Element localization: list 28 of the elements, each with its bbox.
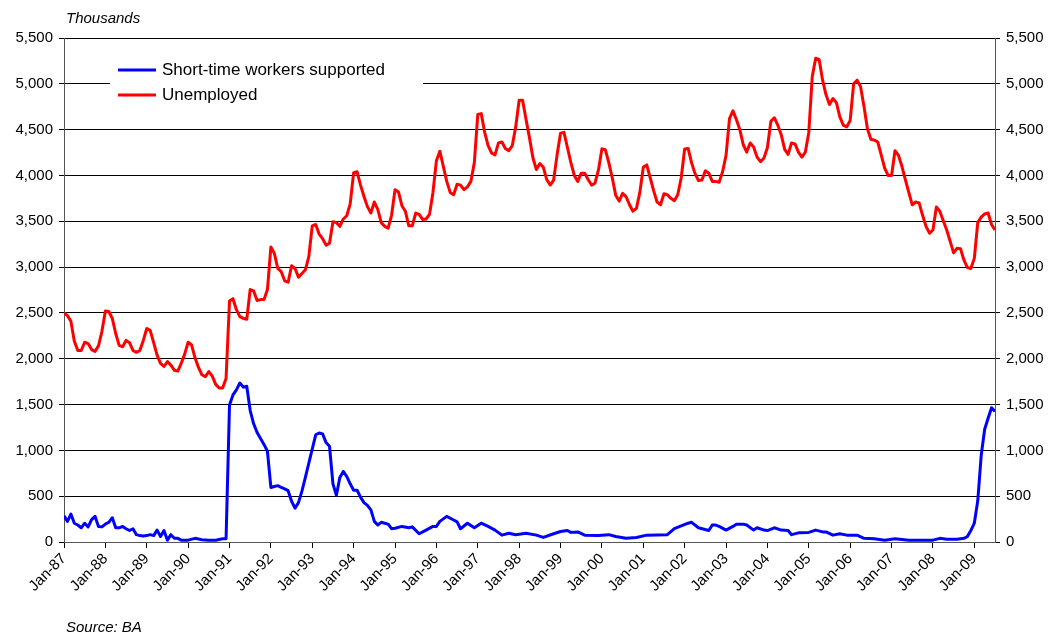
y-tick-label: 1,500 [15,394,53,412]
legend-label: Unemployed [162,84,258,104]
y-tick-label: 3,500 [15,211,53,229]
y-tick-label: 4,000 [15,165,53,183]
y2-tick-label: 2,000 [1006,348,1044,366]
y-tick-label: 4,500 [15,119,53,137]
y2-tick-label: 5,000 [1006,73,1044,91]
legend-label: Short-time workers supported [162,59,385,79]
y2-tick-label: 4,500 [1006,119,1044,137]
y-tick-label: 5,500 [15,28,53,46]
y2-tick-label: 2,500 [1006,303,1044,321]
y-tick-label: 1,000 [15,440,53,458]
y2-tick-label: 1,000 [1006,440,1044,458]
y2-tick-label: 5,500 [1006,28,1044,46]
y-axis-title: Thousands [66,9,141,26]
y-tick-label: 500 [27,486,53,504]
y2-tick-label: 0 [1006,532,1015,550]
y-tick-label: 2,000 [15,348,53,366]
y2-tick-label: 1,500 [1006,394,1044,412]
y-tick-label: 0 [44,532,53,550]
y2-tick-label: 500 [1006,486,1032,504]
y-tick-label: 3,000 [15,257,53,275]
source-note: Source: BA [66,618,142,635]
y-tick-label: 2,500 [15,303,53,321]
y-tick-label: 5,000 [15,73,53,91]
y2-tick-label: 3,500 [1006,211,1044,229]
y2-tick-label: 3,000 [1006,257,1044,275]
y2-tick-label: 4,000 [1006,165,1044,183]
